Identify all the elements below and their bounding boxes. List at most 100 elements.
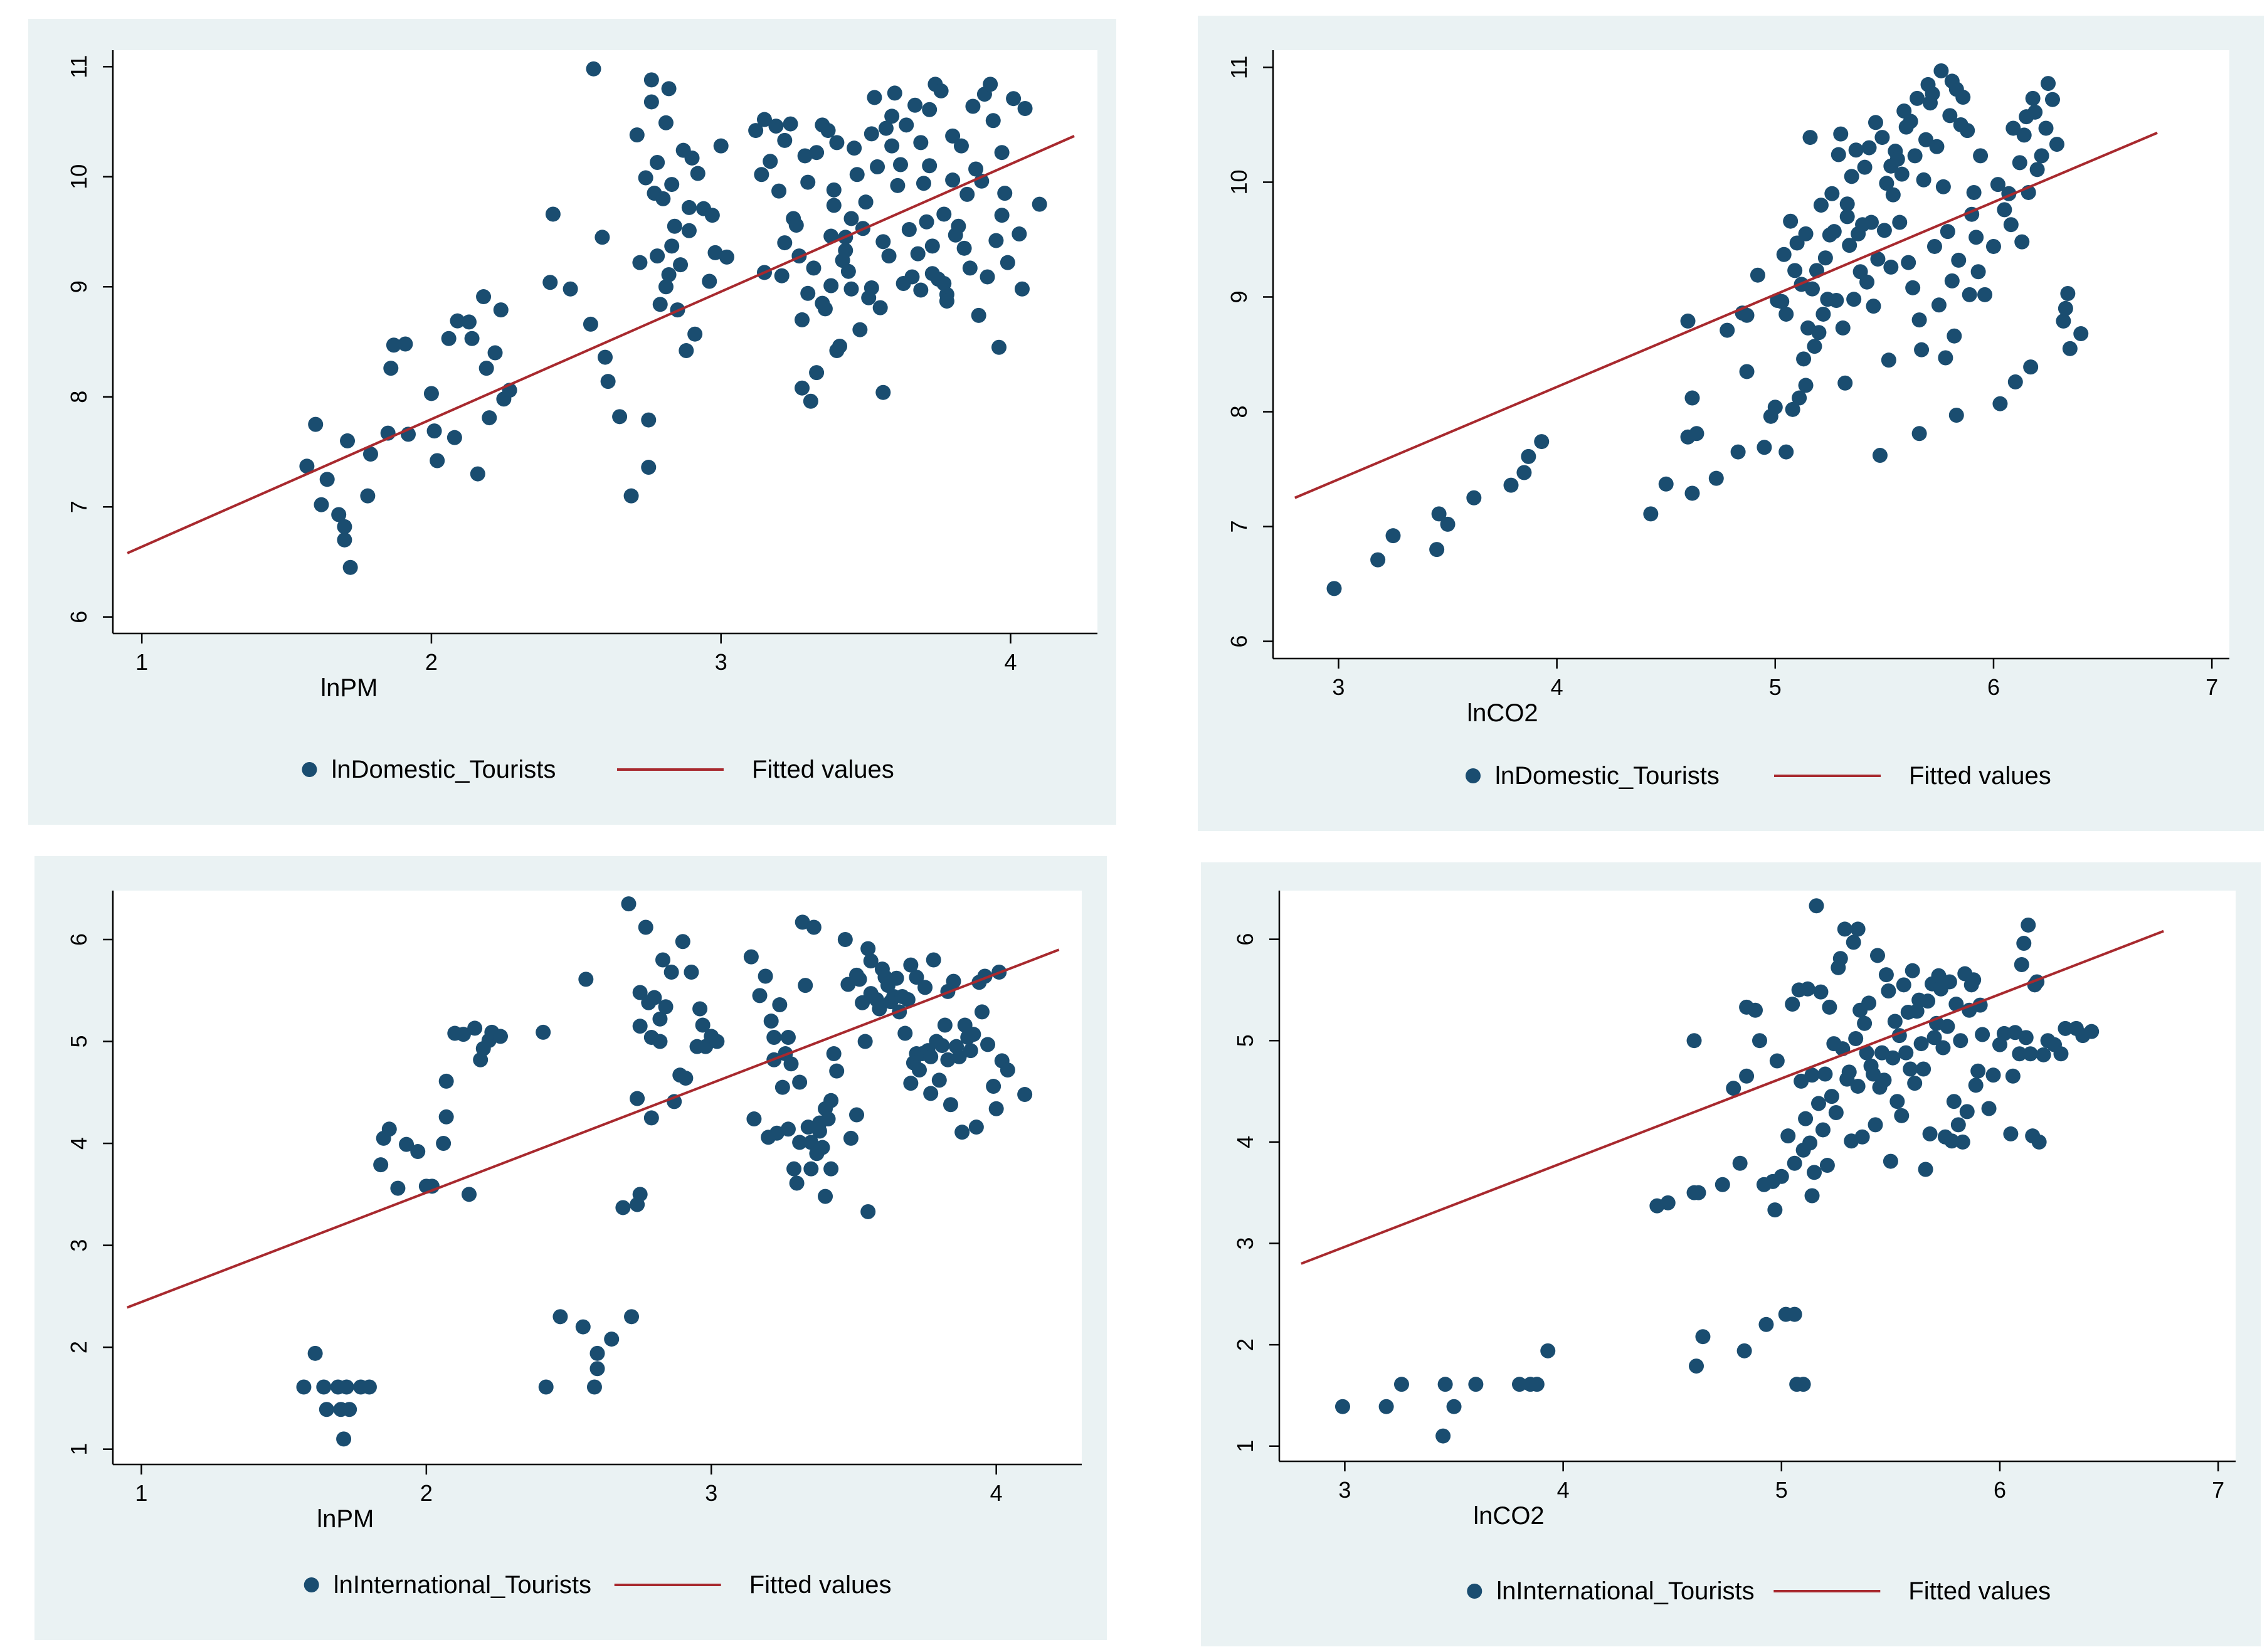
y-tick-label: 11 (1226, 56, 1252, 79)
data-point (2027, 104, 2043, 120)
data-point (681, 199, 697, 215)
data-point (1736, 1343, 1752, 1358)
data-point (2018, 1030, 2034, 1046)
data-point (1813, 198, 1829, 213)
data-point (1811, 325, 1827, 341)
legend-label-fit: Fitted values (752, 756, 894, 783)
x-tick-label: 7 (2206, 674, 2218, 700)
data-point (1334, 1399, 1350, 1414)
data-point (817, 301, 833, 317)
data-point (586, 61, 601, 77)
data-point (1516, 465, 1532, 480)
data-point (1385, 528, 1401, 544)
data-point (1929, 139, 1945, 154)
data-point (2003, 217, 2019, 233)
legend-label-points: lnInternational_Tourists (1496, 1577, 1754, 1605)
data-point (1370, 552, 1386, 568)
data-point (450, 313, 465, 329)
data-point (924, 238, 940, 254)
data-point (1787, 1155, 1802, 1171)
x-tick-label: 6 (1987, 674, 2000, 700)
y-tick-label: 3 (1232, 1237, 1258, 1249)
data-point (1708, 470, 1724, 486)
data-point (342, 1402, 357, 1417)
data-point (997, 186, 1013, 201)
data-point (953, 138, 969, 154)
data-point (1695, 1329, 1711, 1345)
scatter-series (1326, 63, 2089, 596)
data-point (910, 246, 926, 262)
data-point (1828, 1104, 1844, 1120)
data-point (1815, 306, 1831, 322)
data-point (1977, 287, 1993, 302)
plot-area (113, 891, 1082, 1464)
data-point (800, 1120, 816, 1135)
data-point (968, 161, 984, 177)
data-point (552, 1309, 568, 1325)
data-point (629, 127, 645, 143)
data-point (1540, 1343, 1556, 1358)
data-point (937, 1017, 953, 1033)
data-point (652, 297, 668, 312)
y-tick-label: 5 (66, 1035, 92, 1048)
data-point (1787, 263, 1803, 278)
x-tick-label: 2 (425, 649, 438, 675)
data-point (1889, 1094, 1905, 1109)
data-point (766, 1030, 782, 1046)
data-point (1868, 1117, 1883, 1133)
data-point (1807, 339, 1822, 354)
data-point (398, 336, 413, 352)
data-point (542, 275, 558, 290)
data-point (922, 158, 938, 174)
data-point (1850, 1078, 1866, 1094)
data-point (630, 1091, 645, 1106)
data-point (2014, 956, 2029, 972)
data-point (314, 497, 329, 512)
data-point (771, 183, 787, 199)
data-point (361, 1379, 377, 1395)
data-point (870, 159, 885, 174)
data-point (589, 1361, 605, 1377)
data-point (1689, 1358, 1704, 1374)
data-point (1778, 306, 1794, 322)
y-tick-label: 1 (66, 1443, 92, 1456)
data-point (1776, 246, 1792, 262)
x-tick-label: 5 (1775, 1477, 1788, 1503)
data-point (1012, 226, 1027, 242)
data-point (373, 1157, 389, 1173)
data-point (763, 1014, 779, 1029)
data-point (893, 157, 908, 172)
data-point (1951, 252, 1967, 268)
data-point (1914, 342, 1930, 357)
data-point (2005, 1068, 2021, 1084)
data-point (1901, 255, 1916, 270)
data-point (1691, 1185, 1706, 1200)
x-tick-label: 2 (420, 1480, 433, 1506)
data-point (337, 519, 352, 534)
data-point (583, 316, 598, 332)
x-tick-label: 4 (1551, 674, 1563, 700)
data-point (2016, 936, 2032, 951)
data-point (1837, 375, 1853, 391)
data-point (1846, 292, 1862, 307)
data-point (399, 1136, 415, 1152)
data-point (795, 914, 810, 930)
fitted-line (1294, 131, 2158, 499)
legend-label-fit: Fitted values (1908, 1577, 2051, 1605)
data-point (1006, 91, 1022, 107)
data-point (430, 453, 445, 469)
data-point (832, 339, 848, 354)
data-point (2038, 120, 2054, 136)
data-point (2044, 92, 2060, 107)
data-point (884, 138, 900, 154)
data-point (1839, 209, 1855, 225)
data-point (1848, 142, 1864, 158)
data-point (847, 140, 862, 156)
data-point (1859, 274, 1875, 290)
data-point (2012, 1046, 2027, 1062)
data-point (1720, 322, 1735, 338)
data-point (1809, 898, 1824, 914)
data-point (1783, 213, 1799, 229)
data-point (1861, 995, 1877, 1011)
data-point (1521, 448, 1536, 464)
